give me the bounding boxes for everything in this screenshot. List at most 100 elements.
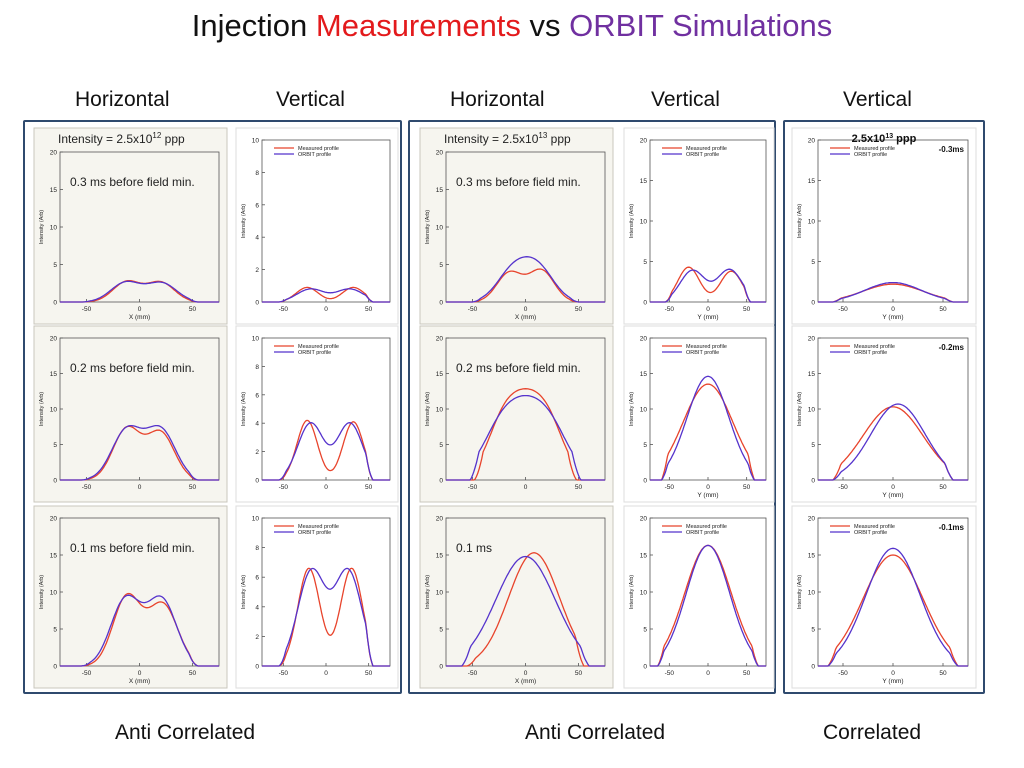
chart-13-xtick-label: 50	[939, 306, 947, 313]
chart-5-xtick-label: 50	[189, 670, 197, 677]
chart-5-annotation: 0.1 ms before field min.	[70, 541, 195, 555]
chart-2-ylabel: Intensity (Arb)	[241, 204, 247, 238]
chart-7-xlabel: X (mm)	[515, 314, 536, 321]
chart-4-xtick-label: 50	[365, 484, 373, 491]
chart-9-series-measured	[446, 388, 605, 481]
chart-12-frame	[623, 505, 775, 689]
chart-4-ytick-label: 10	[252, 336, 260, 343]
chart-4-legend-measured: Measured profile	[298, 344, 339, 350]
chart-3-ylabel: Intensity (Arb)	[39, 392, 45, 426]
chart-2-series-orbit	[262, 288, 390, 303]
chart-15-legend-orbit: ORBIT profile	[854, 530, 887, 536]
chart-11-xtick-label: 50	[575, 670, 583, 677]
chart-9-ytick-label: 15	[436, 371, 444, 378]
chart-12-series-orbit	[650, 544, 766, 667]
chart-13-series-orbit	[818, 281, 968, 303]
bottom-label-anti-correlated-2: Anti Correlated	[525, 721, 666, 744]
chart-3-ytick-label: 5	[53, 442, 57, 449]
chart-12-ytick-label: 0	[643, 664, 647, 671]
chart-6-xtick-label: 0	[324, 670, 328, 677]
chart-12-ylabel: Intensity (Arb)	[629, 575, 635, 609]
chart-15-frame	[791, 505, 977, 689]
chart-6-legend-orbit: ORBIT profile	[298, 530, 331, 536]
chart-13-ytick-label: 10	[808, 219, 816, 226]
chart-6-ylabel: Intensity (Arb)	[241, 575, 247, 609]
chart-10-legend-orbit: ORBIT profile	[686, 350, 719, 356]
chart-15-series-orbit	[818, 547, 968, 667]
chart-12-xtick-label: -50	[665, 670, 675, 677]
chart-14-xtick-label: 0	[891, 484, 895, 491]
bottom-label-correlated: Correlated	[823, 721, 922, 744]
chart-7-ytick-label: 10	[436, 225, 444, 232]
chart-11-series-orbit	[446, 555, 605, 667]
chart-14-xtick-label: 50	[939, 484, 947, 491]
chart-12-legend-orbit: ORBIT profile	[686, 530, 719, 536]
chart-4-ytick-label: 2	[255, 449, 259, 456]
chart-8-xtick-label: 50	[743, 306, 751, 313]
chart-10-series-orbit	[650, 375, 766, 481]
chart-9-ytick-label: 10	[436, 407, 444, 414]
chart-13-frame	[791, 127, 977, 325]
chart-8-ytick-label: 15	[640, 178, 648, 185]
chart-14-legend-measured: Measured profile	[854, 344, 895, 350]
chart-11-ytick-label: 15	[436, 553, 444, 560]
chart-13-header: 2.5x1013 ppp	[852, 133, 917, 145]
chart-7-xtick-label: 0	[524, 306, 528, 313]
chart-3-ytick-label: 0	[53, 478, 57, 485]
chart-8-ytick-label: 0	[643, 300, 647, 307]
chart-2-ytick-label: 8	[255, 170, 259, 177]
title-orbit-simulations: ORBIT Simulations	[569, 8, 833, 43]
chart-1-annotation: 0.3 ms before field min.	[70, 175, 195, 189]
chart-6-ytick-label: 2	[255, 634, 259, 641]
chart-1-xlabel: X (mm)	[129, 314, 150, 321]
chart-8-xtick-label: 0	[706, 306, 710, 313]
chart-13-xtick-label: 0	[891, 306, 895, 313]
chart-10-xlabel: Y (mm)	[697, 492, 718, 499]
chart-11-xtick-label: -50	[468, 670, 478, 677]
chart-10-ytick-label: 5	[643, 442, 647, 449]
chart-15-xtick-label: 50	[939, 670, 947, 677]
chart-3-xtick-label: 50	[189, 484, 197, 491]
chart-10-legend-measured: Measured profile	[686, 344, 727, 350]
chart-11-frame	[419, 505, 614, 689]
chart-9-xtick-label: 50	[575, 484, 583, 491]
chart-11-ytick-label: 5	[439, 627, 443, 634]
chart-10-ytick-label: 15	[640, 371, 648, 378]
chart-14-ytick-label: 5	[811, 442, 815, 449]
chart-11-ylabel: Intensity (Arb)	[425, 575, 431, 609]
chart-5-ytick-label: 20	[50, 516, 58, 523]
chart-2-ytick-label: 10	[252, 138, 260, 145]
chart-15-ytick-label: 20	[808, 516, 816, 523]
chart-2-legend-measured: Measured profile	[298, 146, 339, 152]
chart-11-series-measured	[446, 552, 605, 667]
chart-14-ytick-label: 0	[811, 478, 815, 485]
chart-5-ytick-label: 15	[50, 553, 58, 560]
chart-13-annotation: -0.3ms	[939, 145, 965, 154]
chart-12-ytick-label: 5	[643, 627, 647, 634]
chart-14-xlabel: Y (mm)	[882, 492, 903, 499]
chart-8-legend-orbit: ORBIT profile	[686, 152, 719, 158]
chart-2-ytick-label: 6	[255, 202, 259, 209]
chart-4-xtick-label: -50	[279, 484, 289, 491]
chart-12-xtick-label: 0	[706, 670, 710, 677]
title-vs: vs	[529, 8, 561, 43]
chart-2-ytick-label: 4	[255, 235, 259, 242]
chart-5-xtick-label: 0	[138, 670, 142, 677]
chart-14-xtick-label: -50	[838, 484, 848, 491]
chart-15-series-measured	[818, 554, 968, 667]
chart-8-series-orbit	[650, 268, 766, 303]
chart-1-ylabel: Intensity (Arb)	[39, 210, 45, 244]
chart-4-ytick-label: 6	[255, 392, 259, 399]
title-measurements: Measurements	[315, 8, 521, 43]
chart-3-ytick-label: 15	[50, 371, 58, 378]
chart-7-annotation: 0.3 ms before field min.	[456, 175, 581, 189]
chart-8-ytick-label: 20	[640, 138, 648, 145]
chart-5-ytick-label: 10	[50, 590, 58, 597]
chart-4-ylabel: Intensity (Arb)	[241, 392, 247, 426]
column-header-vertical-2: Vertical	[651, 88, 720, 111]
chart-6-ytick-label: 8	[255, 545, 259, 552]
chart-3-annotation: 0.2 ms before field min.	[70, 361, 195, 375]
chart-8-legend-measured: Measured profile	[686, 146, 727, 152]
chart-14-annotation: -0.2ms	[939, 343, 965, 352]
chart-2-xtick-label: -50	[279, 306, 289, 313]
